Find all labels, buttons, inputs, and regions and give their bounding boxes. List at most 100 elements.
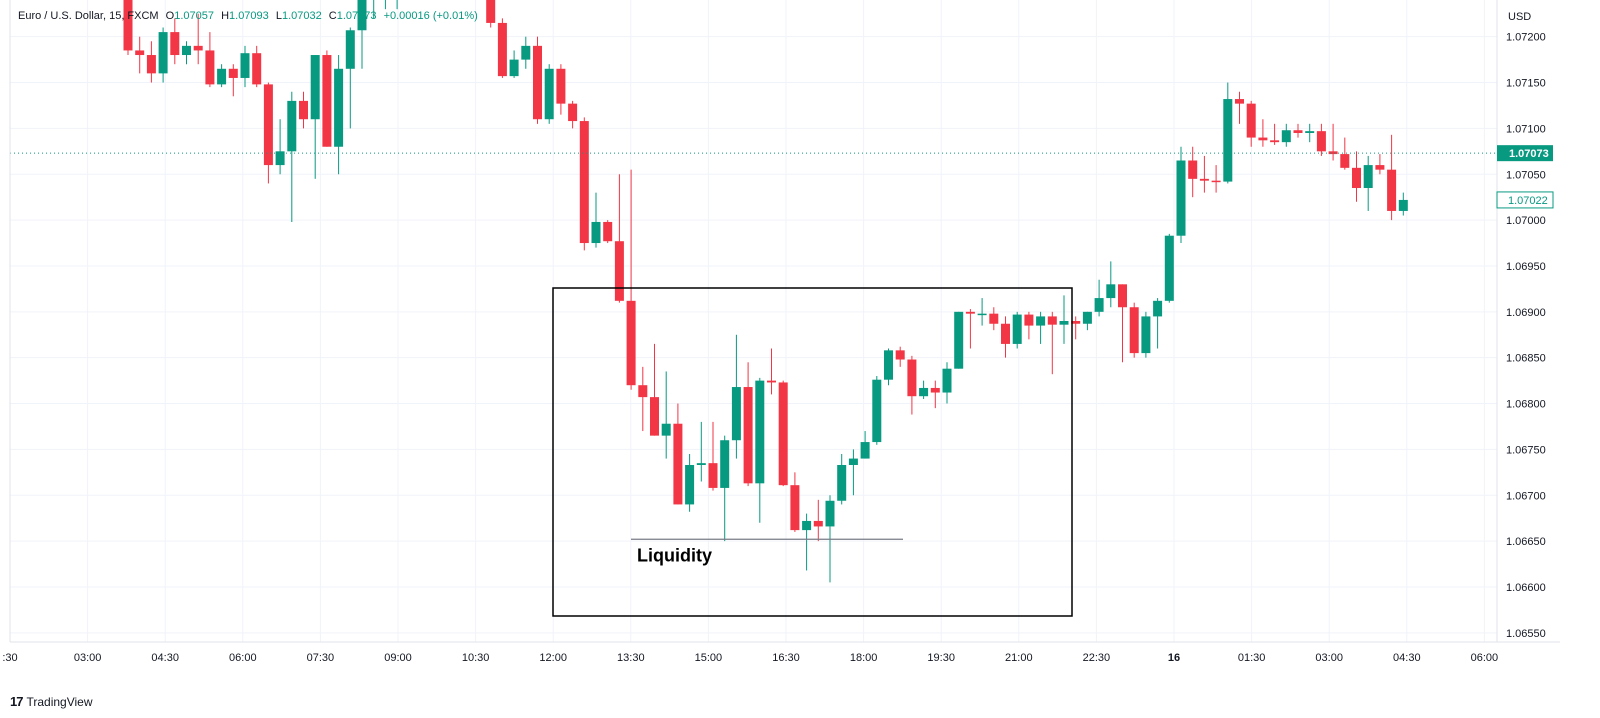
candle-body bbox=[240, 53, 250, 78]
candle-body bbox=[1363, 165, 1373, 189]
candle-body bbox=[731, 387, 741, 441]
candle-body bbox=[310, 55, 320, 120]
price-tick-label: 1.06950 bbox=[1506, 261, 1546, 273]
time-tick-label: 09:00 bbox=[384, 652, 412, 664]
candle-body bbox=[778, 382, 788, 486]
candle-body bbox=[1387, 169, 1397, 211]
candle-body bbox=[1094, 298, 1104, 312]
candle-body bbox=[1281, 130, 1291, 143]
candle-body bbox=[1398, 199, 1408, 211]
candle-body bbox=[299, 100, 308, 120]
high-label: H bbox=[221, 10, 230, 22]
candle-body bbox=[252, 53, 262, 85]
candle-body bbox=[1071, 321, 1081, 324]
candle-body bbox=[1047, 316, 1057, 325]
candle-body bbox=[919, 387, 929, 397]
liquidity-label: Liquidity bbox=[637, 545, 712, 565]
drawing-overlay: Liquidity bbox=[10, 152, 1497, 617]
candle-body bbox=[345, 30, 355, 69]
candle-body bbox=[614, 241, 624, 301]
candle-body bbox=[486, 0, 496, 23]
candle-body bbox=[1235, 99, 1244, 104]
price-tick-label: 1.07100 bbox=[1506, 123, 1546, 135]
candle-body bbox=[1199, 178, 1209, 181]
time-tick-label: 21:00 bbox=[1005, 652, 1033, 664]
currency-label: USD bbox=[1508, 11, 1531, 23]
candle-body bbox=[872, 379, 882, 443]
time-tick-label: 15:00 bbox=[695, 652, 723, 664]
candle-body bbox=[591, 221, 601, 244]
chart-grid bbox=[9, 0, 1497, 642]
candle-body bbox=[275, 151, 285, 166]
time-tick-label: 22:30 bbox=[1083, 652, 1111, 664]
time-tick-label: 04:30 bbox=[151, 652, 179, 664]
candle-body bbox=[509, 59, 519, 77]
candle-body bbox=[1340, 154, 1350, 168]
price-tick-label: 1.07150 bbox=[1506, 78, 1546, 90]
time-tick-label: 19:30 bbox=[927, 652, 955, 664]
candle-body bbox=[1153, 300, 1163, 317]
candle-body bbox=[1141, 316, 1151, 354]
tradingview-branding[interactable]: 17 TradingView bbox=[10, 694, 93, 709]
time-tick-label: 18:00 bbox=[850, 652, 878, 664]
candle-body bbox=[1106, 284, 1116, 299]
candle-body bbox=[263, 84, 273, 166]
candle-body bbox=[1246, 103, 1256, 138]
candle-body bbox=[135, 50, 145, 56]
candle-body bbox=[1118, 284, 1127, 308]
candle-body bbox=[228, 68, 238, 78]
candle-body bbox=[860, 442, 870, 459]
candle-body bbox=[965, 311, 975, 314]
symbol-legend: Euro / U.S. Dollar, 15, FXCM O1.07057 H1… bbox=[18, 10, 478, 22]
candle-body bbox=[930, 387, 940, 393]
low-label: L bbox=[275, 10, 282, 22]
candle-body bbox=[685, 464, 695, 505]
candle-body bbox=[217, 68, 227, 85]
candle-body bbox=[1258, 137, 1268, 141]
time-tick-label: 06:00 bbox=[1471, 652, 1499, 664]
candle-body bbox=[743, 387, 753, 484]
price-tick-label: 1.06850 bbox=[1506, 353, 1546, 365]
time-tick-label: 04:30 bbox=[1393, 652, 1421, 664]
candle-body bbox=[907, 359, 917, 397]
candle-body bbox=[1316, 131, 1326, 152]
candle-body bbox=[954, 311, 964, 369]
symbol-title: Euro / U.S. Dollar, 15, FXCM bbox=[18, 10, 159, 22]
price-tick-label: 1.07050 bbox=[1506, 169, 1546, 181]
candle-body bbox=[650, 397, 659, 436]
secondary-price-label: 1.07022 bbox=[1508, 195, 1548, 207]
low-value: 1.07032 bbox=[281, 10, 322, 22]
candle-body bbox=[989, 313, 999, 324]
price-tick-label: 1.06800 bbox=[1506, 399, 1546, 411]
candle-body bbox=[1223, 99, 1233, 182]
candle-body bbox=[1164, 235, 1174, 301]
price-tick-label: 1.06700 bbox=[1506, 490, 1546, 502]
tradingview-logo-icon: 17 bbox=[10, 694, 24, 709]
candle-body bbox=[813, 520, 823, 527]
high-value: 1.07093 bbox=[229, 10, 269, 22]
close-label: C bbox=[328, 10, 337, 22]
candle-body bbox=[497, 22, 507, 77]
candle-body bbox=[848, 458, 858, 465]
candle-body bbox=[1036, 316, 1046, 326]
time-tick-label: 16 bbox=[1168, 652, 1180, 664]
candle-body bbox=[158, 32, 168, 74]
candle-body bbox=[287, 100, 297, 152]
candle-body bbox=[720, 440, 730, 488]
candle-body bbox=[568, 103, 578, 122]
candle-body bbox=[1024, 314, 1034, 326]
change-value: +0.00016 (+0.01%) bbox=[383, 10, 478, 22]
candle-body bbox=[1129, 307, 1139, 354]
annotation-box bbox=[552, 287, 1073, 617]
price-tick-label: 1.07000 bbox=[1506, 215, 1546, 227]
time-tick-label: 12:00 bbox=[539, 652, 567, 664]
candle-body bbox=[1328, 151, 1338, 155]
candle-body bbox=[802, 520, 812, 531]
candle-body bbox=[1305, 131, 1315, 133]
candle-body bbox=[626, 300, 636, 386]
candle-body bbox=[205, 50, 215, 85]
candle-body bbox=[1270, 140, 1280, 143]
candle-body bbox=[556, 68, 566, 104]
price-tick-label: 1.06600 bbox=[1506, 582, 1546, 594]
